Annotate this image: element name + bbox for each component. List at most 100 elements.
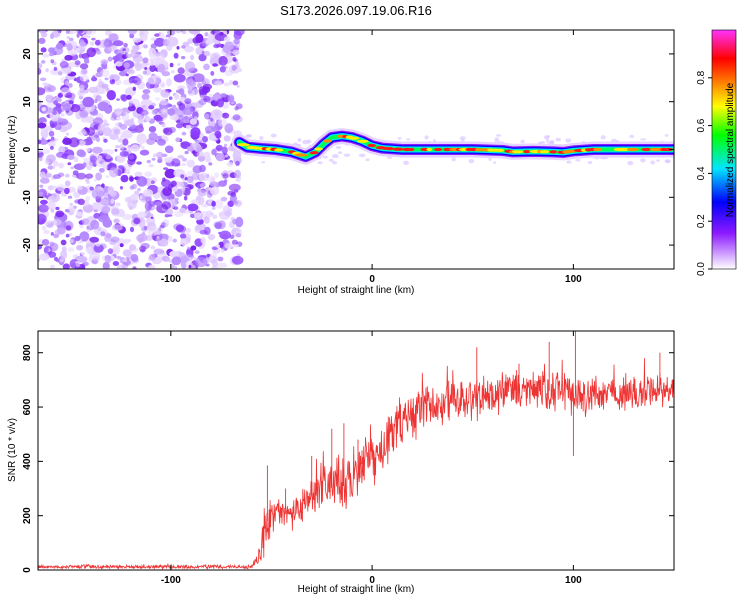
noise-blob [161, 90, 169, 96]
noise-blob [102, 218, 113, 228]
noise-blob [147, 264, 156, 269]
track-halo-speck [358, 153, 366, 158]
noise-blob [164, 214, 170, 218]
noise-blob [52, 218, 62, 226]
noise-blob [116, 255, 122, 260]
noise-blob [58, 162, 65, 169]
noise-blob [155, 238, 161, 243]
noise-blob [197, 190, 206, 197]
track-halo-speck [640, 158, 646, 163]
noise-blob [232, 80, 239, 86]
track-halo-speck [546, 138, 549, 143]
noise-blob [137, 116, 144, 125]
noise-blob [205, 210, 214, 218]
noise-blob [38, 253, 50, 261]
noise-blob [179, 207, 187, 213]
track-halo-speck [406, 138, 411, 141]
noise-blob [127, 30, 138, 35]
noise-blob [193, 211, 202, 218]
noise-blob [175, 30, 182, 34]
noise-blob [233, 189, 239, 193]
noise-blob [71, 30, 79, 34]
track-halo-speck [555, 137, 561, 142]
noise-blob [132, 79, 138, 84]
noise-blob [128, 244, 137, 251]
noise-blob [184, 61, 196, 72]
noise-blob [68, 232, 73, 237]
noise-blob [63, 103, 71, 111]
snr-xtick-label: -100 [161, 575, 181, 586]
noise-blob [38, 87, 46, 96]
noise-blob [107, 248, 114, 255]
noise-blob [83, 157, 89, 163]
noise-blob [195, 256, 208, 268]
noise-blob [78, 53, 84, 59]
track-hotspot [549, 150, 557, 154]
noise-blob [57, 116, 63, 123]
noise-blob [177, 67, 185, 75]
track-hotspot [392, 147, 404, 151]
noise-blob [69, 37, 74, 42]
spectrogram-xtick-label: 0 [369, 274, 375, 285]
noise-blob [168, 96, 173, 100]
track-halo-speck [270, 133, 277, 138]
noise-blob [82, 96, 95, 108]
noise-blob [116, 116, 121, 121]
noise-blob [184, 150, 189, 155]
noise-blob [181, 56, 186, 60]
noise-blob [97, 101, 109, 112]
signal-track [231, 128, 674, 165]
noise-blob [168, 214, 173, 217]
noise-blob [215, 153, 225, 162]
noise-blob [54, 117, 59, 122]
noise-blob [213, 43, 220, 49]
noise-blob [216, 132, 222, 139]
colorbar-tick-label: 0.6 [696, 118, 707, 132]
track-halo-speck [629, 134, 635, 138]
noise-blob [223, 36, 231, 42]
noise-blob [104, 77, 109, 81]
noise-blob [50, 232, 54, 236]
noise-blob [181, 131, 187, 136]
noise-blob [64, 187, 70, 195]
track-hotspot [663, 147, 674, 152]
track-halo-speck [424, 135, 429, 140]
noise-blob [151, 180, 155, 184]
noise-blob [181, 157, 187, 162]
noise-blob [204, 98, 208, 102]
noise-blob [190, 245, 197, 251]
noise-blob [160, 108, 168, 114]
noise-blob [76, 244, 84, 251]
noise-blob [219, 31, 224, 36]
noise-blob [160, 222, 167, 228]
noise-blob [66, 154, 75, 160]
noise-blob [185, 101, 190, 104]
noise-blob [111, 79, 115, 82]
noise-blob [204, 32, 209, 37]
noise-blob [151, 157, 156, 161]
noise-blob [220, 196, 228, 202]
noise-blob [184, 45, 194, 53]
noise-blob [142, 189, 154, 197]
noise-blob [173, 52, 179, 59]
noise-blob [132, 266, 137, 269]
noise-blob [174, 93, 180, 100]
noise-blob [48, 130, 55, 137]
noise-blob [53, 161, 59, 167]
noise-blob [190, 54, 195, 61]
noise-blob [192, 88, 199, 96]
track-hotspot [496, 148, 505, 152]
noise-blob [122, 213, 133, 221]
noise-blob [60, 113, 65, 117]
noise-blob [38, 37, 46, 45]
noise-blob [196, 218, 204, 225]
noise-blob [147, 76, 157, 85]
noise-blob [149, 253, 156, 261]
noise-blob [141, 232, 146, 236]
noise-blob [91, 37, 96, 41]
noise-blob [232, 114, 241, 121]
noise-blob [48, 52, 55, 57]
noise-blob [125, 73, 129, 77]
noise-blob [93, 179, 97, 182]
